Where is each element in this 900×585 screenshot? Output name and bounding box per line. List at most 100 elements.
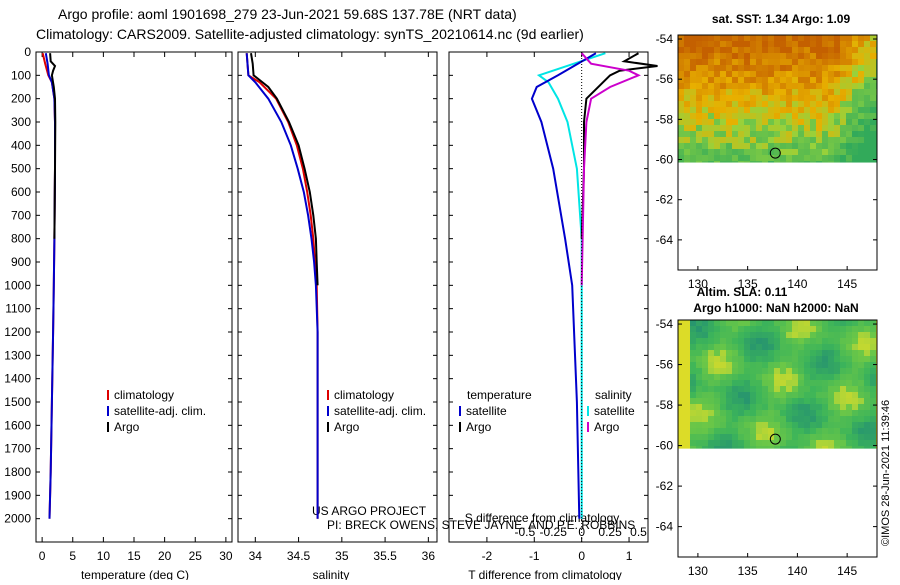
- sla-heatmap-cell: [708, 410, 714, 416]
- sla-heatmap-cell: [810, 446, 816, 449]
- sla-heatmap-cell: [726, 440, 732, 446]
- sla-heatmap-cell: [690, 344, 696, 350]
- sla-heatmap-cell: [738, 380, 744, 386]
- sla-heatmap-cell: [816, 344, 822, 350]
- sst-heatmap-cell: [810, 101, 816, 107]
- sst-heatmap-cell: [738, 83, 744, 89]
- sla-heatmap-cell: [720, 392, 726, 398]
- sst-heatmap-cell: [792, 35, 798, 41]
- sst-heatmap-cell: [846, 119, 852, 125]
- sla-heatmap-cell: [846, 428, 852, 434]
- sla-heatmap-cell: [816, 350, 822, 356]
- sla-heatmap-cell: [798, 380, 804, 386]
- sst-heatmap-cell: [684, 155, 690, 161]
- sst-heatmap-cell: [846, 71, 852, 77]
- sla-heatmap-cell: [744, 338, 750, 344]
- sst-heatmap-cell: [834, 41, 840, 47]
- sst-heatmap-cell: [684, 47, 690, 53]
- sst-heatmap-cell: [816, 119, 822, 125]
- sst-heatmap-cell: [678, 149, 684, 155]
- sla-heatmap-cell: [846, 368, 852, 374]
- sst-heatmap-cell: [726, 149, 732, 155]
- sst-heatmap-cell: [864, 47, 870, 53]
- sst-heatmap-cell: [744, 95, 750, 101]
- sla-heatmap-cell: [750, 380, 756, 386]
- sla-heatmap-cell: [792, 392, 798, 398]
- sla-heatmap-cell: [858, 344, 864, 350]
- sst-heatmap-cell: [840, 149, 846, 155]
- sst-heatmap-cell: [762, 35, 768, 41]
- sla-map-frame: [677, 319, 878, 558]
- sla-heatmap-cell: [756, 428, 762, 434]
- sst-heatmap-cell: [708, 65, 714, 71]
- sst-heatmap-cell: [726, 137, 732, 143]
- sla-heatmap-cell: [732, 338, 738, 344]
- sst-heatmap-cell: [816, 155, 822, 161]
- sla-heatmap-cell: [708, 428, 714, 434]
- sla-heatmap-cell: [786, 440, 792, 446]
- sst-heatmap-cell: [858, 83, 864, 89]
- sla-heatmap-cell: [804, 428, 810, 434]
- sst-heatmap-cell: [732, 83, 738, 89]
- sst-heatmap-cell: [840, 65, 846, 71]
- sla-heatmap-cell: [702, 356, 708, 362]
- sst-heatmap-cell: [768, 59, 774, 65]
- sla-heatmap-cell: [870, 392, 876, 398]
- sla-heatmap-cell: [846, 326, 852, 332]
- sst-heatmap-cell: [756, 161, 762, 163]
- sla-heatmap-cell: [696, 392, 702, 398]
- sla-heatmap-cell: [744, 404, 750, 410]
- sst-heatmap-cell: [678, 65, 684, 71]
- sst-heatmap-cell: [744, 65, 750, 71]
- sla-heatmap-cell: [720, 338, 726, 344]
- sla-heatmap-cell: [690, 428, 696, 434]
- sla-heatmap-cell: [690, 446, 696, 449]
- sst-heatmap-cell: [798, 125, 804, 131]
- sla-heatmap-cell: [708, 356, 714, 362]
- sst-heatmap-cell: [828, 71, 834, 77]
- sst-heatmap-cell: [726, 95, 732, 101]
- sla-heatmap-cell: [798, 350, 804, 356]
- sst-heatmap-cell: [822, 143, 828, 149]
- sla-heatmap-cell: [726, 338, 732, 344]
- sla-heatmap-cell: [858, 374, 864, 380]
- sla-heatmap-cell: [792, 326, 798, 332]
- sst-heatmap-cell: [786, 155, 792, 161]
- sst-heatmap-cell: [702, 77, 708, 83]
- sst-heatmap-cell: [750, 119, 756, 125]
- sla-heatmap-cell: [834, 356, 840, 362]
- sst-heatmap-cell: [840, 71, 846, 77]
- sla-heatmap-cell: [816, 338, 822, 344]
- sst-heatmap-cell: [792, 137, 798, 143]
- sla-heatmap-cell: [798, 410, 804, 416]
- sst-heatmap-cell: [744, 77, 750, 83]
- sla-heatmap-cell: [744, 374, 750, 380]
- sla-heatmap-cell: [774, 320, 780, 326]
- sst-heatmap-cell: [834, 143, 840, 149]
- sla-heatmap-cell: [870, 434, 876, 440]
- sst-heatmap-cell: [810, 131, 816, 137]
- sst-heatmap-cell: [780, 119, 786, 125]
- sla-heatmap-cell: [870, 398, 876, 404]
- sla-heatmap-cell: [828, 380, 834, 386]
- sst-heatmap-cell: [852, 59, 858, 65]
- diff-x2label: S difference from climatology: [465, 511, 620, 525]
- sla-heatmap-cell: [744, 410, 750, 416]
- sla-heatmap-cell: [702, 446, 708, 449]
- sst-heatmap-cell: [804, 35, 810, 41]
- sla-heatmap-cell: [846, 416, 852, 422]
- sst-heatmap-cell: [750, 95, 756, 101]
- sst-heatmap-cell: [732, 149, 738, 155]
- sla-heatmap-cell: [756, 320, 762, 326]
- sla-heatmap-cell: [816, 440, 822, 446]
- sst-heatmap-cell: [750, 35, 756, 41]
- sst-heatmap-cell: [738, 101, 744, 107]
- sla-heatmap-cell: [726, 392, 732, 398]
- sst-heatmap-cell: [798, 47, 804, 53]
- sst-heatmap-cell: [768, 101, 774, 107]
- sst-heatmap-cell: [786, 89, 792, 95]
- sla-ytick-label: -64: [656, 520, 674, 534]
- sla-heatmap-cell: [720, 434, 726, 440]
- sst-heatmap-cell: [768, 161, 774, 163]
- sst-ytick-label: -56: [656, 72, 674, 86]
